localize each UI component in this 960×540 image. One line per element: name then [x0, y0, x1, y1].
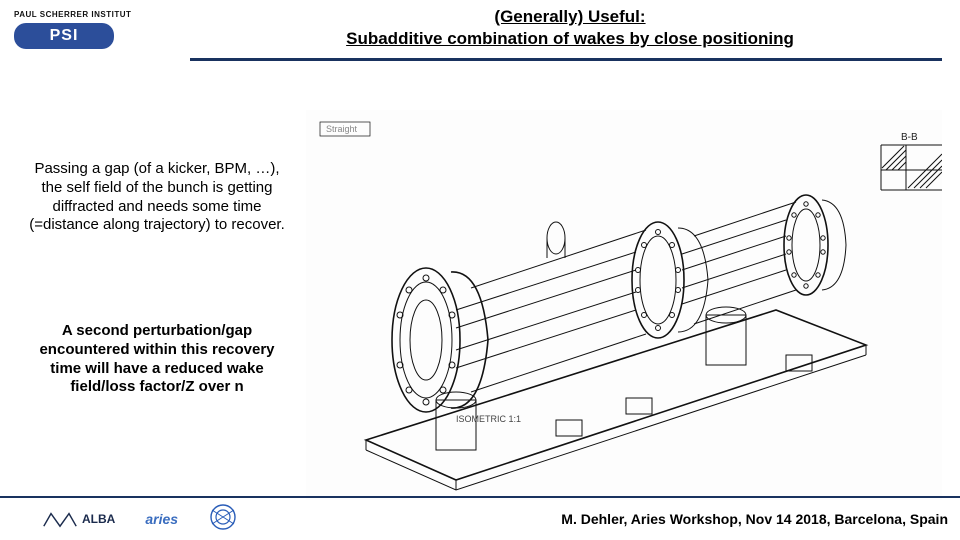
title-rule [190, 58, 942, 61]
diagram-caption: ISOMETRIC 1:1 [456, 414, 521, 424]
title-line1: (Generally) Useful: [494, 7, 645, 26]
alba-logo: ALBA [42, 510, 115, 528]
title-line2: Subadditive combination of wakes by clos… [346, 29, 794, 48]
cern-logo [208, 502, 238, 537]
drawing-corner-label: Straight [326, 124, 358, 134]
footer-text: M. Dehler, Aries Workshop, Nov 14 2018, … [561, 511, 948, 527]
paragraph-2: A second perturbation/gap encountered wi… [22, 322, 292, 397]
psi-logo: PAUL SCHERRER INSTITUT PSI [0, 0, 180, 53]
psi-institute-name: PAUL SCHERRER INSTITUT [14, 10, 172, 19]
paragraph-1: Passing a gap (of a kicker, BPM, …), the… [22, 160, 292, 235]
section-label: B-B [901, 132, 918, 143]
engineering-diagram: ISOMETRIC 1:1 B-B Straight [306, 110, 942, 500]
slide-title: (Generally) Useful: Subadditive combinat… [180, 0, 960, 50]
content-area: Passing a gap (of a kicker, BPM, …), the… [0, 70, 960, 496]
aries-logo: aries [145, 511, 178, 527]
footer: ALBA aries M. Dehler, Aries Workshop, No… [0, 496, 960, 540]
alba-logo-text: ALBA [82, 512, 115, 526]
diagram-svg: ISOMETRIC 1:1 B-B Straight [306, 110, 942, 500]
footer-logos: ALBA aries [12, 502, 238, 537]
psi-logo-text: PSI [14, 23, 114, 49]
